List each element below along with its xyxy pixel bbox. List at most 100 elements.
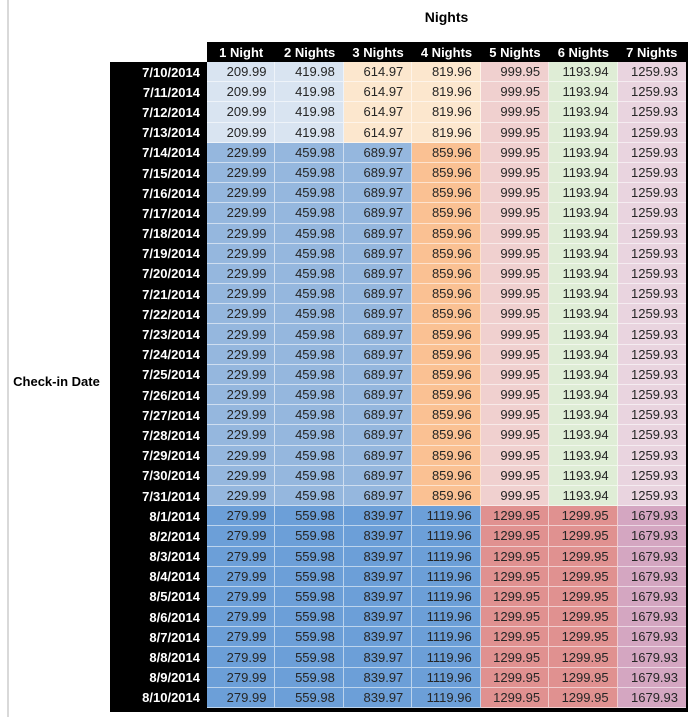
- price-cell[interactable]: 689.97: [343, 405, 413, 426]
- price-cell[interactable]: 839.97: [343, 506, 413, 527]
- price-cell[interactable]: 1259.93: [617, 485, 686, 507]
- price-cell[interactable]: 1679.93: [617, 566, 686, 587]
- price-cell[interactable]: 229.99: [207, 304, 276, 325]
- price-cell[interactable]: 859.96: [412, 465, 481, 486]
- price-cell[interactable]: 859.96: [412, 243, 481, 264]
- price-cell[interactable]: 1193.94: [549, 183, 618, 204]
- price-cell[interactable]: 229.99: [207, 162, 276, 184]
- price-cell[interactable]: 859.96: [412, 344, 481, 365]
- price-cell[interactable]: 689.97: [343, 465, 413, 486]
- price-cell[interactable]: 229.99: [207, 364, 276, 385]
- price-cell[interactable]: 999.95: [480, 223, 550, 244]
- price-cell[interactable]: 859.96: [412, 284, 481, 305]
- price-cell[interactable]: 839.97: [343, 607, 413, 628]
- price-cell[interactable]: 614.97: [343, 102, 413, 123]
- price-cell[interactable]: 1299.95: [549, 627, 618, 648]
- price-cell[interactable]: 999.95: [480, 445, 550, 466]
- price-cell[interactable]: 689.97: [343, 445, 413, 466]
- price-cell[interactable]: 999.95: [480, 82, 550, 103]
- price-cell[interactable]: 1259.93: [617, 465, 686, 486]
- date-cell[interactable]: 7/19/2014: [110, 243, 207, 264]
- price-cell[interactable]: 279.99: [207, 627, 276, 648]
- price-cell[interactable]: 859.96: [412, 142, 481, 163]
- price-cell[interactable]: 1119.96: [412, 627, 481, 648]
- price-cell[interactable]: 209.99: [207, 62, 276, 83]
- price-cell[interactable]: 1259.93: [617, 102, 686, 123]
- price-cell[interactable]: 614.97: [343, 122, 413, 143]
- column-header[interactable]: 4 Nights: [412, 42, 481, 62]
- price-cell[interactable]: 1299.95: [549, 566, 618, 587]
- price-cell[interactable]: 1193.94: [549, 162, 618, 184]
- price-cell[interactable]: 819.96: [412, 102, 481, 123]
- price-cell[interactable]: 1119.96: [412, 506, 481, 527]
- price-cell[interactable]: 459.98: [275, 344, 344, 365]
- price-cell[interactable]: 279.99: [207, 647, 276, 668]
- price-cell[interactable]: 1679.93: [617, 667, 686, 688]
- price-cell[interactable]: 459.98: [275, 243, 344, 264]
- price-cell[interactable]: 1193.94: [549, 263, 618, 285]
- price-cell[interactable]: 459.98: [275, 445, 344, 466]
- price-cell[interactable]: 839.97: [343, 566, 413, 587]
- price-cell[interactable]: 229.99: [207, 203, 276, 224]
- price-cell[interactable]: 459.98: [275, 324, 344, 345]
- price-cell[interactable]: 459.98: [275, 223, 344, 244]
- price-cell[interactable]: 279.99: [207, 687, 276, 708]
- date-cell[interactable]: 7/25/2014: [110, 364, 207, 385]
- price-cell[interactable]: 859.96: [412, 425, 481, 446]
- price-cell[interactable]: 209.99: [207, 122, 276, 143]
- price-cell[interactable]: 559.98: [275, 687, 344, 708]
- price-cell[interactable]: 1193.94: [549, 344, 618, 365]
- price-cell[interactable]: 689.97: [343, 304, 413, 325]
- price-cell[interactable]: 229.99: [207, 324, 276, 345]
- column-header[interactable]: 5 Nights: [480, 42, 550, 62]
- price-cell[interactable]: 459.98: [275, 203, 344, 224]
- price-cell[interactable]: 559.98: [275, 647, 344, 668]
- price-cell[interactable]: 1259.93: [617, 183, 686, 204]
- price-cell[interactable]: 419.98: [275, 62, 344, 83]
- price-cell[interactable]: 279.99: [207, 546, 276, 567]
- price-cell[interactable]: 1193.94: [549, 465, 618, 486]
- price-cell[interactable]: 1259.93: [617, 405, 686, 426]
- price-cell[interactable]: 1299.95: [480, 526, 550, 547]
- price-cell[interactable]: 459.98: [275, 284, 344, 305]
- price-cell[interactable]: 229.99: [207, 223, 276, 244]
- price-cell[interactable]: 1299.95: [549, 687, 618, 708]
- price-cell[interactable]: 229.99: [207, 183, 276, 204]
- price-cell[interactable]: 559.98: [275, 627, 344, 648]
- price-cell[interactable]: 999.95: [480, 405, 550, 426]
- price-cell[interactable]: 689.97: [343, 183, 413, 204]
- price-cell[interactable]: 1259.93: [617, 162, 686, 184]
- price-cell[interactable]: 1679.93: [617, 647, 686, 668]
- price-cell[interactable]: 1299.95: [549, 647, 618, 668]
- price-cell[interactable]: 279.99: [207, 506, 276, 527]
- price-cell[interactable]: 859.96: [412, 485, 481, 507]
- date-cell[interactable]: 7/10/2014: [110, 62, 207, 83]
- price-cell[interactable]: 1259.93: [617, 223, 686, 244]
- price-cell[interactable]: 1259.93: [617, 203, 686, 224]
- price-cell[interactable]: 1259.93: [617, 243, 686, 264]
- price-cell[interactable]: 1193.94: [549, 405, 618, 426]
- price-cell[interactable]: 229.99: [207, 263, 276, 285]
- price-cell[interactable]: 1299.95: [549, 607, 618, 628]
- date-cell[interactable]: 7/26/2014: [110, 385, 207, 406]
- price-cell[interactable]: 1193.94: [549, 324, 618, 345]
- price-cell[interactable]: 689.97: [343, 425, 413, 446]
- price-cell[interactable]: 419.98: [275, 102, 344, 123]
- price-cell[interactable]: 999.95: [480, 102, 550, 123]
- price-cell[interactable]: 1193.94: [549, 142, 618, 163]
- date-cell[interactable]: 8/9/2014: [110, 667, 207, 688]
- price-cell[interactable]: 1679.93: [617, 506, 686, 527]
- price-cell[interactable]: 999.95: [480, 122, 550, 143]
- price-cell[interactable]: 279.99: [207, 566, 276, 587]
- date-cell[interactable]: 7/28/2014: [110, 425, 207, 446]
- price-cell[interactable]: 1679.93: [617, 627, 686, 648]
- price-cell[interactable]: 1299.95: [549, 546, 618, 567]
- price-cell[interactable]: 859.96: [412, 223, 481, 244]
- price-cell[interactable]: 1679.93: [617, 687, 686, 708]
- price-cell[interactable]: 1193.94: [549, 62, 618, 83]
- date-cell[interactable]: 8/7/2014: [110, 627, 207, 648]
- price-cell[interactable]: 1259.93: [617, 122, 686, 143]
- price-cell[interactable]: 1119.96: [412, 586, 481, 608]
- price-cell[interactable]: 229.99: [207, 465, 276, 486]
- price-cell[interactable]: 1193.94: [549, 82, 618, 103]
